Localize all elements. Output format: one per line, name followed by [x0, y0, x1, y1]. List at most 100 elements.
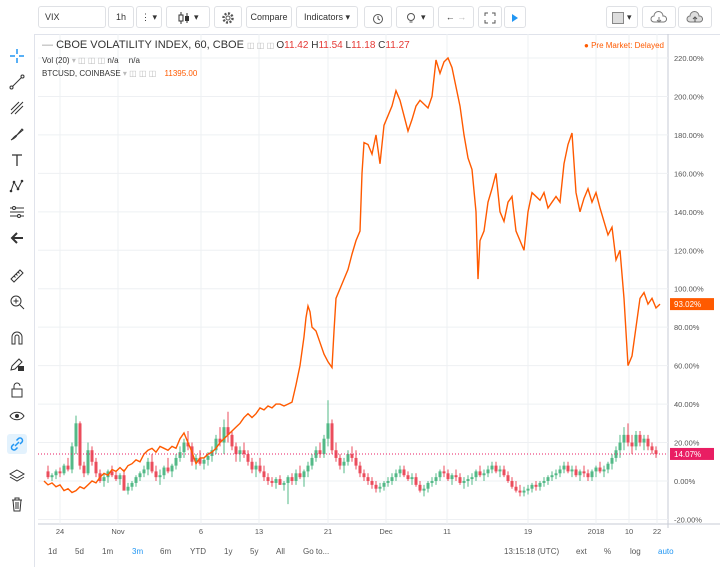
- object-tree-tool[interactable]: [7, 466, 27, 486]
- candle-body: [222, 427, 226, 443]
- premarket-status[interactable]: ● Pre Market: Delayed: [584, 41, 664, 50]
- candle-body: [478, 471, 482, 476]
- candle-body: [610, 457, 614, 464]
- remove-drawings-tool[interactable]: [7, 494, 27, 514]
- candle-body: [170, 465, 174, 472]
- y-tick-label: 160.00%: [674, 169, 704, 178]
- candle-body: [318, 450, 322, 455]
- candle-body: [354, 457, 358, 466]
- legend-buttons[interactable]: ◫ ◫ ◫: [247, 41, 277, 50]
- utc-clock[interactable]: 13:15:18 (UTC): [504, 547, 560, 556]
- alert-button[interactable]: [364, 6, 392, 28]
- compare-symbol-title[interactable]: BTCUSD, COINBASE: [42, 69, 121, 78]
- candle-body: [234, 446, 238, 455]
- candle-body: [574, 469, 578, 476]
- range-3m[interactable]: 3m: [132, 547, 144, 556]
- lock-drawings-tool[interactable]: [7, 380, 27, 400]
- candle-body: [94, 461, 98, 474]
- x-tick-label: 21: [324, 527, 332, 536]
- candle-body: [642, 438, 646, 443]
- candle-body: [374, 484, 378, 489]
- extended-hours-toggle[interactable]: ext: [576, 547, 587, 556]
- candle-body: [626, 434, 630, 443]
- settings-button[interactable]: [214, 6, 242, 28]
- range-5d[interactable]: 5d: [75, 547, 84, 556]
- pattern-tool[interactable]: [7, 176, 27, 196]
- crosshair-tool[interactable]: [7, 46, 27, 66]
- undo-icon[interactable]: ←: [445, 12, 455, 22]
- percent-scale-toggle[interactable]: %: [604, 547, 612, 556]
- candle-body: [530, 484, 534, 489]
- candle-body: [638, 434, 642, 443]
- redo-icon[interactable]: →: [457, 12, 467, 22]
- candle-body: [406, 475, 410, 480]
- candle-body: [578, 471, 582, 476]
- symbol-search-input[interactable]: VIX: [38, 6, 106, 28]
- candle-body: [218, 438, 222, 443]
- range-ytd[interactable]: YTD: [190, 547, 206, 556]
- candle-body: [314, 450, 318, 458]
- templates-button[interactable]: ▾: [396, 6, 434, 28]
- chart-pane[interactable]: 24 Nov 6 13 21 Dec 11 19 2018 10 22 220.00% 200.00%…: [38, 34, 720, 536]
- indicators-button[interactable]: Indicators ▾: [296, 6, 358, 28]
- hide-drawings-tool[interactable]: [7, 406, 27, 426]
- range-1m[interactable]: 1m: [102, 547, 114, 556]
- cloud-download-button[interactable]: [642, 6, 676, 28]
- prediction-icon: [10, 206, 24, 218]
- compare-symbol-value: 11395.00: [164, 69, 198, 78]
- candle-body: [418, 484, 422, 491]
- ruler-tool[interactable]: [7, 266, 27, 286]
- candle-body: [46, 471, 50, 478]
- compare-button[interactable]: Compare: [246, 6, 292, 28]
- layers-icon: [9, 469, 25, 482]
- color-theme-button[interactable]: ▾: [606, 6, 638, 28]
- zoom-in-icon: [10, 295, 25, 310]
- sync-drawings-tool[interactable]: [7, 434, 27, 454]
- candle-body: [154, 471, 158, 478]
- back-tool[interactable]: [7, 228, 27, 248]
- candle-body: [82, 465, 86, 474]
- volume-title[interactable]: Vol (20): [42, 56, 70, 65]
- brush-tool[interactable]: [7, 124, 27, 144]
- range-all[interactable]: All: [276, 547, 285, 556]
- more-intervals-button[interactable]: ⋮ ▾: [136, 6, 162, 28]
- magnet-tool[interactable]: [7, 328, 27, 348]
- text-tool[interactable]: [7, 150, 27, 170]
- range-1y[interactable]: 1y: [224, 547, 233, 556]
- stay-in-drawing-tool[interactable]: [7, 354, 27, 374]
- candle-body: [466, 479, 470, 481]
- range-6m[interactable]: 6m: [160, 547, 172, 556]
- candle-body: [586, 473, 590, 478]
- candle-body: [134, 477, 138, 483]
- auto-scale-toggle[interactable]: auto: [658, 547, 674, 556]
- candle-body: [470, 477, 474, 480]
- unlock-icon: [11, 382, 23, 398]
- magnet-icon: [11, 331, 23, 345]
- chart-style-button[interactable]: ▾: [166, 6, 210, 28]
- prediction-tool[interactable]: [7, 202, 27, 222]
- candle-body: [74, 423, 78, 447]
- pitchfork-tool[interactable]: [7, 98, 27, 118]
- chart-canvas[interactable]: 24 Nov 6 13 21 Dec 11 19 2018 10 22 220.00% 200.00%…: [38, 34, 720, 536]
- cloud-upload-icon: [686, 10, 704, 23]
- fullscreen-button[interactable]: [478, 6, 502, 28]
- trend-line-tool[interactable]: [7, 72, 27, 92]
- zoom-in-tool[interactable]: [7, 292, 27, 312]
- btc-series-line[interactable]: [43, 56, 661, 494]
- candle-body: [238, 450, 242, 455]
- log-scale-toggle[interactable]: log: [630, 547, 641, 556]
- low-value: 11.18: [351, 40, 376, 51]
- range-5y[interactable]: 5y: [250, 547, 259, 556]
- goto-date-button[interactable]: Go to...: [303, 547, 330, 556]
- candle-body: [482, 473, 486, 476]
- main-series-title[interactable]: CBOE VOLATILITY INDEX, 60, CBOE: [56, 39, 244, 51]
- candle-body: [430, 481, 434, 483]
- candle-body: [370, 481, 374, 485]
- cloud-upload-button[interactable]: [678, 6, 712, 28]
- cloud-download-icon: [650, 10, 668, 23]
- candle-body: [142, 469, 146, 474]
- replay-button[interactable]: [504, 6, 526, 28]
- interval-button[interactable]: 1h: [108, 6, 134, 28]
- fullscreen-icon: [484, 12, 496, 24]
- range-1d[interactable]: 1d: [48, 547, 57, 556]
